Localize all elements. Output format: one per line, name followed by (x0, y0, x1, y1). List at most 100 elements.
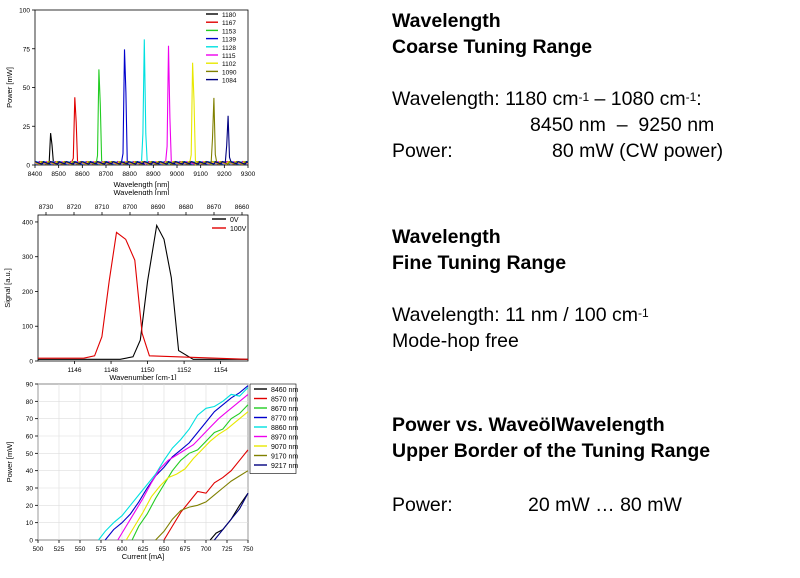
x-tick-label: 8800 (122, 171, 137, 178)
legend-label: 8460 nm (271, 387, 298, 394)
legend-label: 1180 (222, 12, 236, 19)
x-tick-label: 8500 (51, 171, 66, 178)
legend-label: 100V (230, 226, 247, 233)
coarse-power-value: 80 mW (CW power) (552, 140, 724, 162)
y-tick-label: 50 (23, 85, 31, 92)
top-x-tick-label: 8660 (235, 204, 250, 211)
series-line (155, 470, 249, 541)
x-tick-label: 9300 (241, 171, 256, 178)
plot-frame (37, 214, 249, 362)
y-tick-label: 75 (23, 46, 31, 53)
coarse-wn-high-exp: -1 (578, 90, 590, 104)
series-line (98, 387, 249, 541)
top-x-tick-label: 8680 (179, 204, 194, 211)
top-x-tick-label: 8670 (207, 204, 222, 211)
legend-label: 8970 nm (271, 435, 298, 442)
legend-label: 1153 (222, 28, 236, 35)
coarse-wn-low-exp: -1 (685, 90, 697, 104)
coarse-nm-line: 8450 nm – 9250 nm (530, 114, 715, 136)
coarse-power-line: Power: 80 mW (CW power) (392, 138, 723, 164)
legend-label: 1139 (222, 37, 236, 44)
y-tick-label: 20 (26, 503, 34, 510)
series-line (117, 393, 249, 541)
x-tick-label: 525 (54, 546, 65, 553)
legend-label: 1084 (222, 78, 237, 85)
fine-tuning-chart: 1146 1148 1150 1152 1154 0 100 200 300 400 Wavenum… (3, 204, 250, 380)
series-line (163, 449, 249, 541)
top-x-tick-label: 8690 (151, 204, 166, 211)
x-tick-label: 8900 (146, 171, 161, 178)
x-tick-label: 1148 (104, 367, 118, 374)
fine-wavelength-line: Wavelength: 11 nm / 100 cm-1 (392, 302, 649, 328)
series-line (213, 492, 249, 541)
legend-label: 9217 nm (271, 463, 298, 470)
x-tick-label: 1152 (177, 367, 191, 374)
x-axis-label: Current [mA] (122, 552, 165, 561)
x-tick-label: 1146 (68, 367, 82, 374)
x-tick-label: 600 (117, 546, 128, 553)
x-tick-label: 675 (180, 546, 191, 553)
y-tick-label: 80 (26, 399, 34, 406)
x-tick-label: 650 (159, 546, 170, 553)
top-x-tick-label: 8710 (95, 204, 110, 211)
y-tick-label: 30 (26, 486, 34, 493)
y-axis-label: Power [mW] (5, 442, 14, 483)
y-tick-label: 200 (22, 289, 33, 296)
x-tick-label: 575 (96, 546, 107, 553)
legend-label: 9170 nm (271, 454, 298, 461)
x-tick-label: 625 (138, 546, 149, 553)
fine-tuning-section: Wavelength Fine Tuning Range Wavelength:… (392, 224, 649, 354)
power-range-label: Power: (392, 494, 453, 516)
x-axis-label: Wavenumber [cm-1] (109, 373, 176, 380)
coarse-power-label: Power: (392, 140, 453, 162)
fine-wavelength-text: Wavelength: 11 nm / 100 cm (392, 304, 639, 326)
y-tick-label: 25 (23, 124, 31, 131)
y-tick-label: 100 (19, 8, 30, 15)
series-line (104, 385, 249, 541)
fine-modehop-line: Mode-hop free (392, 330, 519, 352)
y-tick-label: 50 (26, 451, 34, 458)
coarse-wn-colon: : (696, 88, 702, 110)
y-tick-label: 300 (22, 254, 33, 261)
x-tick-label: 750 (243, 546, 254, 553)
x-tick-label: 9100 (193, 171, 208, 178)
series-line (34, 115, 249, 165)
legend-label: 1167 (222, 20, 236, 27)
fine-heading-2: Fine Tuning Range (392, 252, 567, 274)
power-range-line: Power: 20 mW … 80 mW (392, 492, 710, 518)
x-tick-label: 550 (75, 546, 86, 553)
legend-label: 1090 (222, 69, 237, 76)
power-heading-2: Upper Border of the Tuning Range (392, 440, 711, 462)
legend-label: 8860 nm (271, 425, 298, 432)
power-heading-1: Power vs. WaveölWavelength (392, 414, 665, 436)
x-tick-label: 500 (33, 546, 44, 553)
x-axis-label: Wavelength [nm] (114, 180, 170, 189)
legend-label: 1102 (222, 61, 236, 68)
series-line (125, 411, 249, 541)
plot-frame (34, 9, 249, 166)
y-axis-label: Power [mW] (5, 67, 14, 108)
series-line (131, 404, 249, 541)
y-tick-label: 100 (22, 324, 33, 331)
y-tick-label: 0 (26, 163, 30, 170)
top-x-tick-label: 8700 (123, 204, 138, 211)
top-x-tick-label: 8730 (39, 204, 54, 211)
y-tick-label: 400 (22, 219, 33, 226)
x-tick-label: 8600 (75, 171, 90, 178)
top-x-tick-label: 8720 (67, 204, 82, 211)
coarse-tuning-chart: 8400 8500 8600 8700 8800 8900 9000 9100 9200 9300… (5, 8, 256, 196)
x-tick-label: 1150 (141, 367, 155, 374)
y-tick-label: 10 (26, 520, 34, 527)
fine-heading-1: Wavelength (392, 226, 501, 248)
x-tick-label: 9000 (170, 171, 185, 178)
fine-wavelength-exp: -1 (638, 306, 649, 320)
y-tick-label: 90 (26, 382, 34, 389)
y-axis-label: Signal [a.u.] (3, 268, 12, 308)
power-vs-current-chart: 500 525 550 575 600 625 650 675 700 725 750 0 10 20 30… (5, 382, 298, 562)
power-section: Power vs. WaveölWavelength Upper Border … (392, 412, 710, 518)
x-axis-label-secondary: Wavelength [nm] (114, 188, 170, 195)
x-tick-label: 9200 (217, 171, 232, 178)
series-line (38, 231, 249, 360)
legend-label: 8770 nm (271, 416, 298, 423)
legend-label: 8570 nm (271, 397, 298, 404)
